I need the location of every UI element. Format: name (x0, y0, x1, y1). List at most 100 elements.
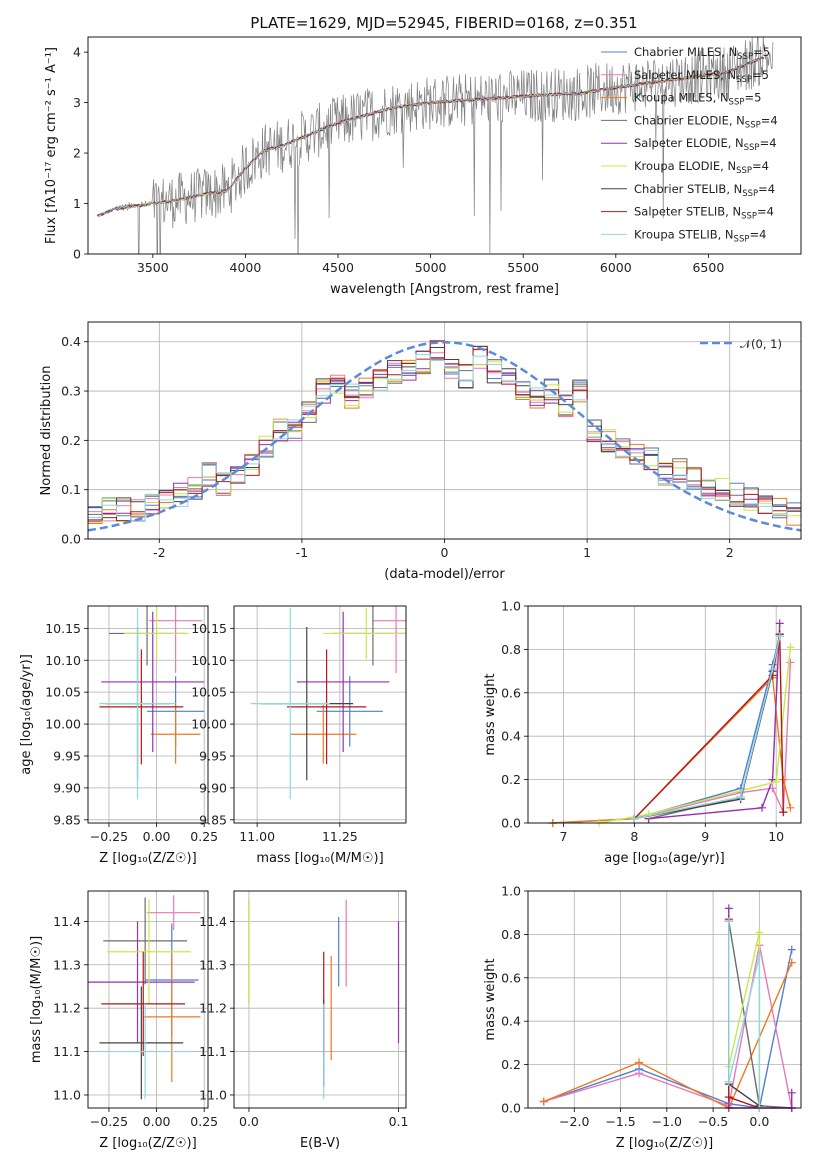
x-tick-label: 6000 (600, 260, 632, 275)
spectrum-legend: Chabrier MILES, NSSP=5 Salpeter MILES, NS… (601, 45, 778, 244)
x-axis-label: age [log₁₀(age/yr)] (604, 851, 725, 866)
legend-entry: Salpeter ELODIE, NSSP=4 (634, 136, 777, 153)
weight-point-marker (724, 1093, 733, 1102)
y-tick-label: 11.3 (53, 957, 81, 972)
y-tick-label: 0.0 (61, 532, 81, 547)
x-tick-label: -1 (296, 545, 308, 560)
plot-weight-vs-age: 7 8 9 10 0.0 0.2 0.4 0.6 0.8 1.0 age [log₁₀(age/yr… (483, 599, 802, 866)
y-tick-label: 11.3 (199, 957, 227, 972)
y-tick-label: 10.10 (191, 653, 227, 668)
y-tick-label: 0.6 (501, 970, 521, 985)
plot-mass-vs-ebv: 0.0 0.1 11.0 11.1 11.2 11.3 11.4 E(B-V) (199, 890, 408, 1151)
y-axis-label: age [log₁₀(age/yr)] (19, 654, 34, 775)
weight-point-marker (539, 1097, 548, 1106)
weight-point-marker (635, 1058, 644, 1067)
x-axis-label: Z [log₁₀(Z/Z☉)] (99, 851, 196, 866)
x-tick-label: 0.25 (190, 1114, 218, 1129)
plot-weight-vs-Z: −2.0 −1.5 −1.0 −0.5 0.0 0.0 0.2 0.4 0.6 0.8 1.0 Z [… (483, 884, 802, 1151)
x-tick-label: 10 (768, 829, 784, 844)
x-tick-label: −0.25 (90, 1114, 128, 1129)
weight-point-marker (775, 632, 784, 641)
x-tick-label: 1 (583, 545, 591, 560)
x-tick-label: 3500 (137, 260, 169, 275)
weight-point-marker (775, 619, 784, 628)
y-tick-label: 0.3 (61, 384, 81, 399)
y-tick-label: 0.6 (501, 685, 521, 700)
x-tick-label: 2 (726, 545, 734, 560)
weight-point-marker (630, 814, 639, 823)
y-axis-label: Normed distribution (39, 366, 54, 496)
weight-point-marker (758, 803, 766, 812)
axes-frame (527, 890, 802, 1109)
y-tick-label: 9.90 (199, 780, 227, 795)
weight-point-marker (786, 643, 795, 652)
weight-point-marker (724, 917, 733, 926)
y-tick-label: 0.4 (501, 1014, 521, 1029)
y-tick-label: 0.2 (501, 772, 521, 787)
x-axis-label: Z [log₁₀(Z/Z☉)] (616, 1136, 713, 1151)
x-tick-label: 8 (630, 829, 638, 844)
x-tick-label: 0.0 (239, 1114, 259, 1129)
y-tick-label: 10.05 (45, 685, 81, 700)
y-axis-label: Flux [fλ10⁻¹⁷ erg cm⁻² s⁻¹ A⁻¹] (44, 47, 59, 244)
x-tick-label: −2.0 (559, 1114, 589, 1129)
weight-series-line (633, 634, 784, 820)
legend-entry: Salpeter MILES, NSSP=5 (634, 68, 769, 85)
y-tick-label: 11.2 (53, 1001, 81, 1016)
plot-area (248, 899, 400, 1100)
x-tick-label: 4000 (230, 260, 262, 275)
plot-area (250, 606, 406, 800)
y-tick-label: 0.4 (501, 729, 521, 744)
weight-series-line (543, 962, 793, 1109)
y-tick-label: 10.05 (191, 685, 227, 700)
x-tick-label: 5500 (507, 260, 539, 275)
weight-series-line (648, 634, 781, 820)
legend-entry: Kroupa ELODIE, NSSP=4 (634, 159, 769, 176)
x-axis-label: wavelength [Angstrom, rest frame] (330, 282, 559, 297)
y-tick-label: 10.15 (45, 621, 81, 636)
spectrum-data-line (115, 37, 774, 254)
plot-area (96, 37, 774, 254)
y-tick-label: 11.0 (199, 1087, 227, 1102)
y-tick-label: 11.1 (199, 1044, 227, 1059)
x-tick-label: 11.25 (322, 829, 358, 844)
weight-point-marker (736, 792, 745, 801)
weight-series-line (634, 636, 781, 820)
weight-point-marker (724, 904, 733, 913)
axes-frame (87, 890, 209, 1109)
gaussian-legend-label: 𝒩(0, 1) (740, 337, 782, 351)
x-axis-label: (data-model)/error (384, 567, 505, 582)
y-tick-label: 11.2 (199, 1001, 227, 1016)
weight-series-line (728, 908, 793, 1109)
axes-frame (87, 605, 209, 824)
y-tick-label: 9.85 (53, 812, 81, 827)
y-tick-label: 1 (73, 196, 81, 211)
gaussian-curve (88, 340, 801, 532)
y-tick-label: 1.0 (501, 599, 521, 614)
weight-point-marker (787, 958, 796, 967)
weight-series-line (552, 676, 792, 824)
x-tick-label: 11.00 (239, 829, 275, 844)
x-tick-label: 0.0 (749, 1114, 769, 1129)
x-tick-label: 4500 (322, 260, 354, 275)
plot-age-vs-mass: 11.00 11.25 9.85 9.90 9.95 10.00 10.05 10.10 10.… (191, 605, 407, 866)
y-tick-label: 0.4 (61, 334, 81, 349)
y-tick-label: 10.10 (45, 653, 81, 668)
y-tick-label: 2 (73, 146, 81, 161)
weight-series-line (648, 623, 781, 820)
axes-frame (233, 605, 407, 824)
x-tick-label: −1.5 (605, 1114, 635, 1129)
x-tick-label: 0.00 (143, 829, 171, 844)
x-tick-label: 9 (701, 829, 709, 844)
weight-point-marker (768, 664, 777, 673)
axes-frame (233, 890, 407, 1109)
y-tick-label: 0.8 (501, 642, 521, 657)
legend-entry: Chabrier STELIB, NSSP=4 (634, 182, 775, 199)
legend-entry: Chabrier ELODIE, NSSP=4 (634, 113, 778, 130)
weight-point-marker (786, 803, 795, 812)
plot-age-vs-Z: −0.25 0.00 0.25 9.85 9.90 9.95 10.00 10.05 10.10… (19, 605, 218, 866)
weight-point-marker (635, 1069, 644, 1078)
plot-spectrum: 3500 4000 4500 5000 5500 6000 6500 0 1 2 3 4 wavelen… (44, 36, 802, 297)
x-axis-label: mass [log₁₀(M/M☉)] (256, 851, 383, 866)
